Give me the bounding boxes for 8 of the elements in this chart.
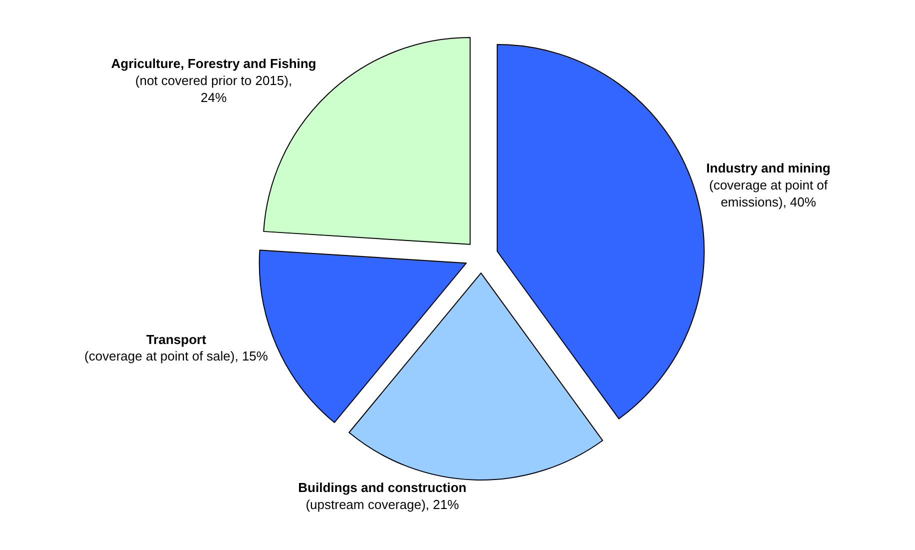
slice-label: Agriculture, Forestry and Fishing [111, 56, 316, 72]
data-label: (upstream coverage), 21% [306, 496, 460, 512]
slice-label: Transport [146, 332, 207, 347]
data-label: (not covered prior to 2015), 24% [135, 73, 292, 106]
data-label: (coverage at point of sale), 15% [84, 348, 268, 364]
slice-label: Industry and mining [706, 160, 831, 176]
slice-label: Buildings and construction [298, 480, 467, 495]
data-label: (coverage at point of emissions), 40% [709, 178, 828, 210]
